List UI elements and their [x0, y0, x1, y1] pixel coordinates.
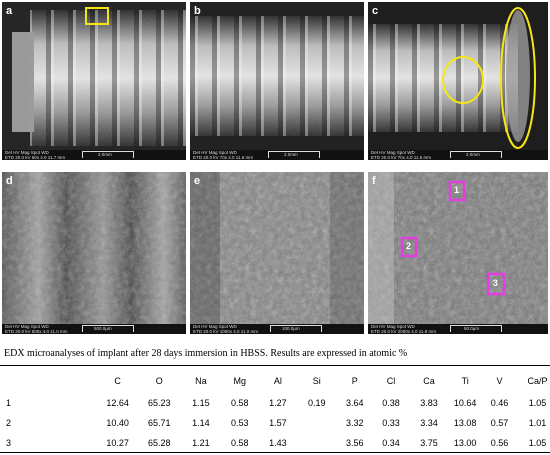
table-cell: 1.14	[192, 418, 210, 428]
column-header: Si	[312, 376, 321, 386]
table-caption: EDX microanalyses of implant after 28 da…	[4, 348, 408, 359]
scale-bar	[450, 325, 502, 332]
panel-label-e: e	[194, 175, 201, 187]
table-cell: 1.43	[269, 438, 287, 448]
table-cell: 13.08	[453, 418, 477, 428]
table-cell: 1.15	[192, 398, 210, 408]
panel-label-d: d	[6, 175, 13, 187]
scale-label: 500.0µm	[94, 326, 112, 331]
sem-image-e	[190, 172, 364, 334]
table-cell: 0.53	[231, 418, 249, 428]
yellow-highlight-circle	[442, 56, 484, 104]
table-cell: 65.71	[148, 418, 171, 428]
sem-image-d	[2, 172, 186, 334]
column-header: Mg	[233, 376, 247, 386]
table-cell: 1.05	[528, 398, 547, 408]
table-cell: 1.05	[528, 438, 547, 448]
row-label: 3	[6, 438, 12, 448]
scale-label: 100.0µm	[282, 326, 300, 331]
scale-bar	[268, 151, 320, 158]
column-header: Ti	[461, 376, 469, 386]
table-bottom-rule	[0, 452, 550, 453]
panel-label-a: a	[6, 5, 13, 17]
sem-image-c	[368, 2, 548, 160]
sem-info-bar-c: Det HV Mag Spot WD ETD 20.0 kV 70x 4.0 1…	[368, 150, 548, 160]
analysis-area-2	[400, 236, 418, 258]
column-header: Ca	[423, 376, 435, 386]
table-cell: 12.64	[106, 398, 129, 408]
table-cell: 0.38	[382, 398, 400, 408]
panel-label-f: f	[372, 175, 376, 187]
sem-panel-b: b Det HV Mag Spot WD ETD 20.0 kV 70x 4.0…	[190, 2, 364, 160]
table-cell: 0.57	[490, 418, 509, 428]
scale-label: 2.0mm	[284, 152, 298, 157]
sem-image-f	[368, 172, 548, 334]
column-header: C	[114, 376, 121, 386]
table-cell: 3.75	[420, 438, 438, 448]
marker-1: 1	[454, 185, 460, 195]
table-cell: 0.58	[231, 398, 249, 408]
column-header: Al	[273, 376, 282, 386]
table-cell: 1.01	[528, 418, 547, 428]
row-label: 1	[6, 398, 12, 408]
sem-panel-e: e Det HV Mag Spot WD ETD 20.0 kV 1000x 4…	[190, 172, 364, 334]
table-cell: 3.83	[420, 398, 438, 408]
sem-panel-d: d Det HV Mag Spot WD ETD 20.0 kV 500x 4.…	[2, 172, 186, 334]
column-header: V	[496, 376, 503, 386]
table-cell: 0.56	[490, 438, 509, 448]
marker-3: 3	[493, 278, 499, 288]
sem-info-bar-f: Det HV Mag Spot WD ETD 20.0 kV 2000x 4.0…	[368, 324, 548, 334]
table-cell: 10.64	[453, 398, 477, 408]
scale-label: 2.0mm	[98, 152, 112, 157]
sem-info-bar-b: Det HV Mag Spot WD ETD 20.0 kV 70x 4.0 1…	[190, 150, 364, 160]
sem-image-b	[190, 2, 364, 160]
sem-panel-c: c Det HV Mag Spot WD ETD 20.0 kV 70x 4.0…	[368, 2, 548, 160]
table-top-rule	[0, 365, 550, 366]
scale-bar	[450, 151, 502, 158]
table-cell: 0.33	[382, 418, 400, 428]
panel-label-c: c	[372, 5, 379, 17]
table-cell: 3.34	[420, 418, 438, 428]
table-cell: 0.34	[382, 438, 400, 448]
sem-panel-f: f 1 2 3 Det HV Mag Spot WD ETD 20.0 kV 2…	[368, 172, 548, 334]
column-header: Na	[195, 376, 207, 386]
scale-label: 2.0mm	[466, 152, 480, 157]
table-cell: 1.57	[269, 418, 287, 428]
column-header: Ca/P	[527, 376, 548, 386]
panel-label-b: b	[194, 5, 201, 17]
table-cell: 10.40	[106, 418, 129, 428]
table-cell: 1.27	[269, 398, 287, 408]
table-cell: 3.64	[345, 398, 364, 408]
sem-image-a	[2, 2, 186, 160]
table-cell: 0.58	[231, 438, 249, 448]
table-cell: 3.32	[345, 418, 364, 428]
scale-bar	[82, 325, 134, 332]
table-cell: 65.23	[148, 398, 171, 408]
sem-info-bar-e: Det HV Mag Spot WD ETD 20.0 kV 1000x 4.0…	[190, 324, 364, 334]
row-label: 2	[6, 418, 12, 428]
table-cell: 3.56	[345, 438, 364, 448]
analysis-area-3	[486, 272, 506, 296]
table-cell: 65.28	[148, 438, 171, 448]
scale-bar	[270, 325, 322, 332]
table-cell: 0.19	[307, 398, 326, 408]
table-cell: 13.00	[453, 438, 477, 448]
column-header: Cl	[386, 376, 396, 386]
yellow-highlight-ellipse	[500, 7, 536, 149]
table-cell: 0.46	[490, 398, 509, 408]
sem-info-bar-d: Det HV Mag Spot WD ETD 20.0 kV 500x 4.0 …	[2, 324, 186, 334]
column-header: O	[155, 376, 163, 386]
table-cell: 10.27	[106, 438, 129, 448]
table-cell: 1.21	[192, 438, 210, 448]
sem-info-bar-a: Det HV Mag Spot WD ETD 20.0 kV 60x 4.0 1…	[2, 150, 186, 160]
column-header: P	[351, 376, 358, 386]
scale-label: 50.0µm	[464, 326, 480, 331]
yellow-highlight-box	[85, 7, 109, 25]
sem-panel-a: a Det HV Mag Spot WD ETD 20.0 kV 60x 4.0…	[2, 2, 186, 160]
scale-bar	[82, 151, 134, 158]
marker-2: 2	[406, 241, 412, 251]
analysis-area-1	[448, 180, 466, 202]
